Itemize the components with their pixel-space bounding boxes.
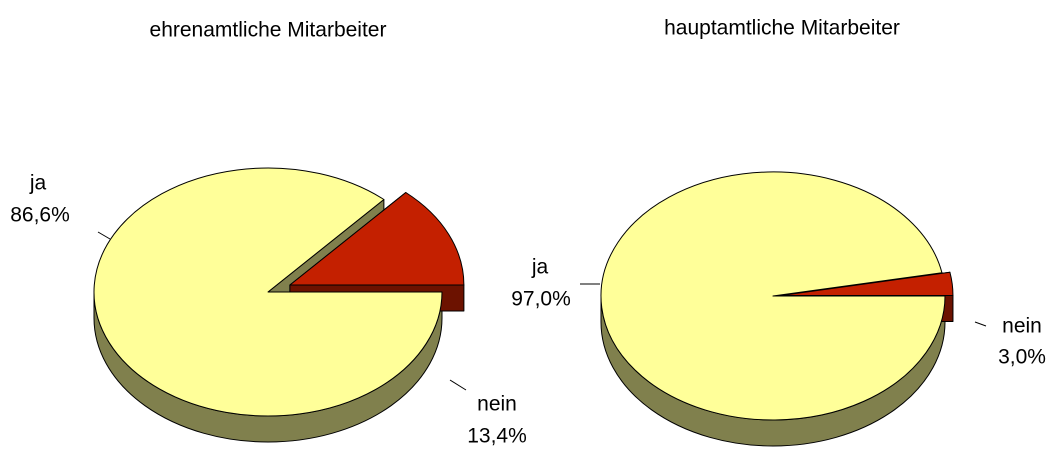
slice-label: nein — [477, 393, 517, 416]
leader-line — [974, 321, 987, 327]
slice-value-label: 97,0% — [511, 288, 571, 311]
chart-title: ehrenamtliche Mitarbeiter — [150, 19, 387, 42]
pie-slice — [93, 167, 443, 417]
leader-line — [449, 379, 467, 391]
leader-line — [97, 231, 111, 240]
slice-value-label: 86,6% — [10, 204, 70, 227]
slice-value-label: 13,4% — [467, 425, 527, 448]
pie-slice — [289, 192, 465, 286]
chart-title: hauptamtliche Mitarbeiter — [664, 17, 900, 40]
slice-label: ja — [531, 256, 549, 279]
slice-value-label: 3,0% — [998, 346, 1046, 369]
pie-slice — [600, 171, 946, 421]
slice-label: ja — [29, 172, 47, 195]
pie-slice — [780, 271, 954, 296]
slice-label: nein — [1002, 315, 1042, 338]
